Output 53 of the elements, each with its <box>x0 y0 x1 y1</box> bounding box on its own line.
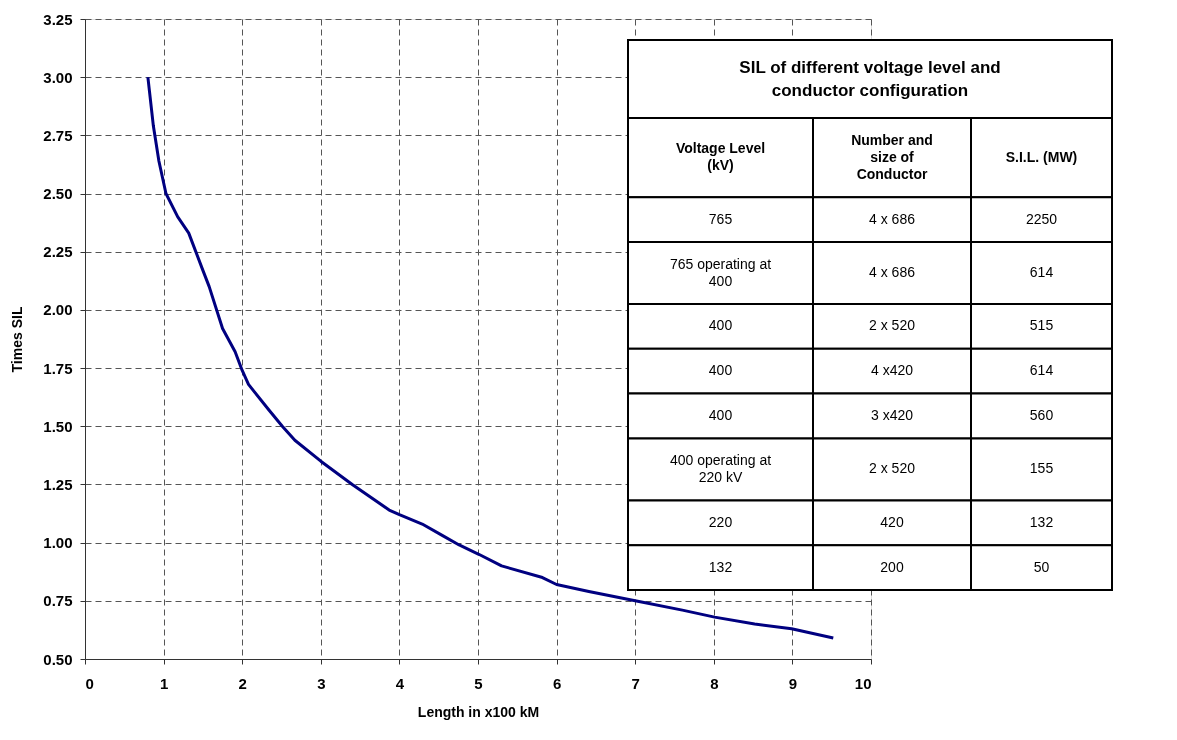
text: 50 <box>1033 558 1050 575</box>
text: 132 <box>1029 513 1054 530</box>
text: 420 <box>880 513 904 530</box>
y-tick-label: 0.50 <box>43 650 73 668</box>
x-tick-label: 2 <box>238 674 247 692</box>
x-tick-label: 6 <box>552 674 562 692</box>
annotation: 400 <box>708 362 733 379</box>
text: 200 <box>880 558 904 575</box>
y-tick-label: 1.00 <box>43 534 73 552</box>
x-tick-label: 1 <box>159 674 169 692</box>
annotation: 4 x420 <box>870 362 914 379</box>
x-tick-label: 10 <box>854 674 872 692</box>
y-tick-label: 0.75 <box>43 592 73 610</box>
annotation: 400 <box>708 317 733 334</box>
x-tick-label: 8 <box>710 674 719 692</box>
x-tick-label: 4 <box>395 674 405 692</box>
annotation: 4 x 686 <box>869 264 916 281</box>
annotation: Number and size of Conductor <box>851 131 933 182</box>
y-tick-label: 3.25 <box>43 10 73 28</box>
x-axis-title: Length in x100 kM <box>417 703 540 720</box>
y-tick-label: 3.00 <box>43 68 73 86</box>
annotation: 220 <box>708 513 733 530</box>
y-tick-label: 1.25 <box>43 475 73 493</box>
annotation: Voltage Level (kV) <box>675 140 766 174</box>
annotation: 3 x420 <box>870 407 914 424</box>
y-tick-label: 1.75 <box>43 359 73 377</box>
annotation: 400 <box>708 407 733 424</box>
text: 560 <box>1029 407 1054 424</box>
text: 614 <box>1029 362 1054 379</box>
text: S.I.L. (MW) <box>1005 148 1078 165</box>
text: 155 <box>1029 460 1054 477</box>
annotation: 400 operating at 220 kV <box>669 451 772 485</box>
y-tick-label: 2.00 <box>43 301 73 319</box>
y-tick-label: 2.50 <box>43 185 73 203</box>
text: 614 <box>1029 264 1054 281</box>
annotation: 132 <box>708 558 733 575</box>
annotation: 765 operating at 400 <box>669 255 772 289</box>
y-tick-label: 2.75 <box>43 126 73 144</box>
annotation: 2 x 520 <box>869 317 916 334</box>
text: 2250 <box>1025 210 1058 227</box>
x-tick-label: 5 <box>474 674 483 692</box>
annotation: 4 x 686 <box>869 210 916 227</box>
y-axis-title: Times SIL <box>9 306 26 373</box>
x-tick-label: 0 <box>85 674 94 692</box>
annotation: 2 x 520 <box>869 460 916 477</box>
annotation: SIL of different voltage level and conductor configuration <box>739 57 1001 100</box>
y-tick-label: 2.25 <box>43 243 73 261</box>
x-tick-label: 9 <box>788 674 798 692</box>
y-tick-label: 1.50 <box>43 417 73 435</box>
x-tick-label: 7 <box>631 674 640 692</box>
text: 515 <box>1029 317 1054 334</box>
x-tick-label: 3 <box>317 674 326 692</box>
annotation: 765 <box>708 210 733 227</box>
